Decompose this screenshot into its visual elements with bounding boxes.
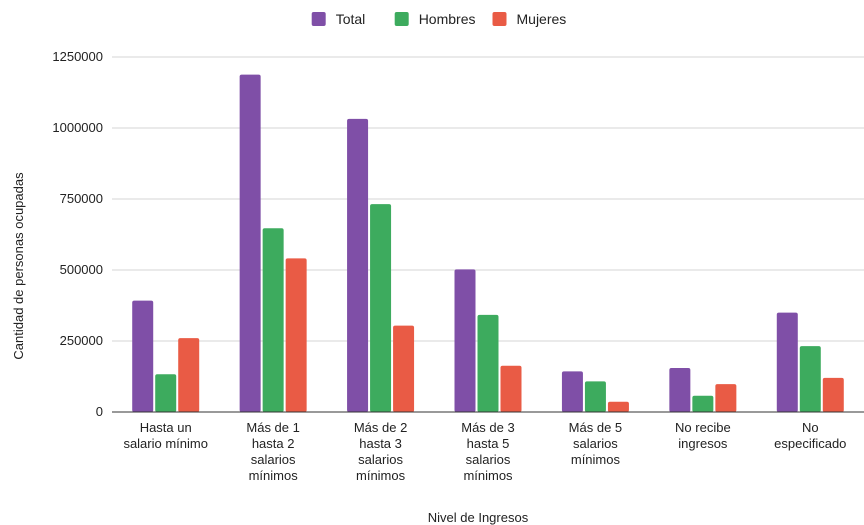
x-tick-label: Hasta un salario mínimo (123, 420, 208, 451)
bar-total (347, 118, 369, 413)
legend-swatch (492, 12, 507, 26)
bar-hombres (584, 381, 606, 412)
x-tick-label: Más de 1 hasta 2 salarios mínimos (246, 420, 299, 483)
bar-hombres (155, 374, 177, 412)
y-tick-label: 250000 (60, 333, 103, 348)
legend-item: Total (311, 11, 366, 27)
y-tick-label: 1000000 (52, 120, 103, 135)
bar-hombres (370, 204, 392, 412)
bar-mujeres (500, 365, 522, 412)
bar-hombres (477, 314, 499, 412)
bar-mujeres (822, 377, 844, 412)
x-tick-label: Más de 2 hasta 3 salarios mínimos (354, 420, 407, 483)
y-tick-label: 750000 (60, 191, 103, 206)
gridlines (112, 56, 864, 342)
bar-hombres (262, 228, 284, 412)
legend-label: Total (336, 11, 366, 27)
legend-label: Hombres (419, 11, 476, 27)
bar-mujeres (285, 258, 307, 412)
bar-total (776, 312, 798, 412)
bar-hombres (799, 346, 821, 412)
y-tick-label: 1250000 (52, 49, 103, 64)
bar-total (669, 367, 691, 412)
x-tick-label: Más de 5 salarios mínimos (569, 420, 622, 467)
x-axis-ticks: Hasta un salario mínimo Más de 1 hasta 2 sal… (123, 420, 846, 483)
bars (132, 74, 844, 413)
bar-mujeres (715, 384, 737, 412)
legend-item: Hombres (394, 11, 476, 27)
x-tick-label: No recibe ingresos (675, 420, 731, 451)
bar-mujeres (393, 325, 415, 412)
x-tick-label: No especificado (774, 420, 846, 451)
legend-swatch (311, 12, 326, 26)
x-axis-label: Nivel de Ingresos (428, 510, 529, 525)
bar-total (132, 300, 154, 412)
y-axis-ticks: 0 250000 500000 750000 1000000 1250000 (52, 49, 103, 419)
legend-swatch (394, 12, 409, 26)
y-tick-label: 500000 (60, 262, 103, 277)
x-tick-label: Más de 3 hasta 5 salarios mínimos (461, 420, 514, 483)
bar-mujeres (607, 401, 629, 412)
bar-total (239, 74, 261, 412)
bar-total (561, 371, 583, 412)
bar-total (454, 269, 476, 412)
legend: Total Hombres Mujeres (311, 11, 567, 27)
legend-label: Mujeres (517, 11, 567, 27)
y-tick-label: 0 (96, 404, 103, 419)
legend-item: Mujeres (492, 11, 567, 27)
y-axis-label: Cantidad de personas ocupadas (11, 172, 26, 360)
bar-hombres (692, 395, 714, 412)
bar-mujeres (178, 338, 200, 412)
